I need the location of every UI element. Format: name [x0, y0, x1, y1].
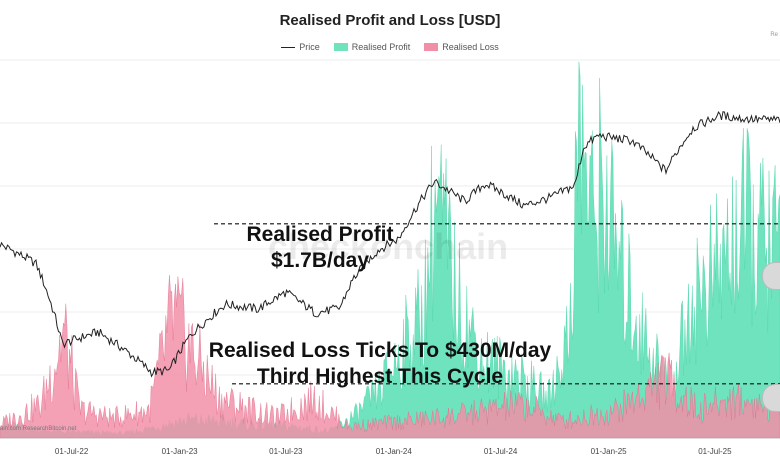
price-line — [0, 110, 780, 378]
legend-item-profit[interactable]: Realised Profit — [333, 42, 411, 52]
x-tick-label: 01-Jan-24 — [375, 447, 412, 456]
legend-swatch-loss — [424, 43, 439, 51]
realised-loss-area — [0, 275, 780, 439]
x-tick-label: 01-Jul-22 — [54, 447, 89, 456]
credit-text: ain.com ResearchBitcoin.net — [0, 426, 77, 432]
legend: Price Realised Profit Realised Loss — [0, 42, 780, 52]
x-tick-label: 01-Jul-24 — [483, 447, 518, 456]
corner-tag: Re — [770, 32, 778, 38]
annotation-profit-line-1: Realised Profit — [246, 223, 394, 246]
legend-item-price[interactable]: Price — [281, 42, 320, 52]
scroll-handle-upper[interactable] — [762, 262, 780, 290]
legend-label-profit: Realised Profit — [351, 42, 411, 52]
legend-item-loss[interactable]: Realised Loss — [424, 42, 499, 52]
annotation-loss: Realised Loss Ticks To $430M/day Third H… — [150, 338, 610, 390]
legend-swatch-profit — [333, 43, 348, 51]
chart-title: Realised Profit and Loss [USD] — [279, 12, 501, 29]
annotation-profit-line-2: $1.7B/day — [270, 249, 370, 272]
legend-label-price: Price — [299, 42, 320, 52]
legend-swatch-price — [281, 46, 296, 48]
watermark: checkonchain — [268, 226, 509, 267]
annotation-loss-line-1: Realised Loss Ticks To $430M/day — [208, 339, 552, 362]
x-tick-label: 01-Jul-23 — [269, 447, 303, 456]
x-tick-label: 01-Jan-25 — [590, 447, 627, 456]
x-tick-label: 01-Jul-25 — [698, 447, 732, 456]
scroll-handle-lower[interactable] — [762, 384, 780, 412]
x-tick-label: 01-Jan-23 — [161, 447, 198, 456]
annotation-profit: Realised Profit $1.7B/day — [210, 222, 430, 274]
legend-label-loss: Realised Loss — [442, 42, 499, 52]
annotation-loss-line-2: Third Highest This Cycle — [256, 365, 504, 388]
